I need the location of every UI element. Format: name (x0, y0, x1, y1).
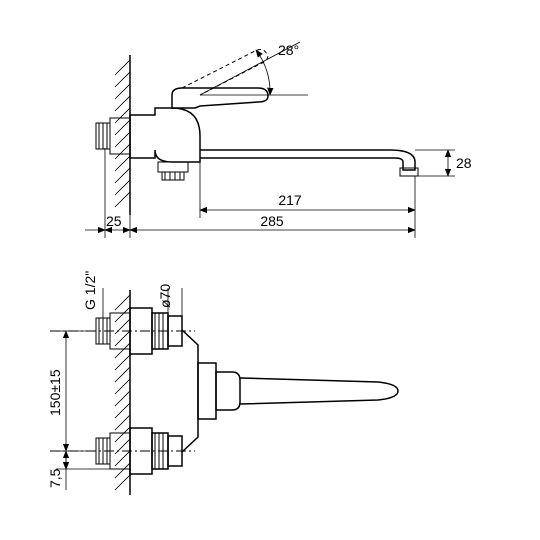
mixer-body-front (182, 330, 216, 452)
faucet-body-side (130, 108, 200, 180)
dim-217: 217 (200, 162, 415, 218)
dim-bottom-label: 7,5 (47, 468, 63, 488)
angle-label: 28° (278, 42, 299, 58)
wall-hatch-front (115, 295, 130, 490)
dim-thread-label: G 1/2" (82, 271, 98, 310)
dim-28-label: 28 (456, 155, 472, 171)
dim-25-label: 25 (106, 213, 122, 229)
wall-hatch-side (115, 60, 130, 207)
dim-centers: 150±15 (47, 331, 96, 451)
dim-diameter-label: ø70 (157, 284, 173, 308)
side-view: 28° 28 217 285 (85, 42, 472, 238)
dim-thread: G 1/2" (82, 271, 103, 318)
front-view: G 1/2" ø70 150±15 7,5 (47, 271, 398, 495)
lever-handle-side (172, 50, 268, 108)
spout-side (200, 150, 418, 176)
dim-centers-label: 150±15 (47, 369, 63, 416)
technical-drawing: 28° 28 217 285 (0, 0, 540, 540)
dim-diameter: ø70 (157, 284, 182, 330)
dim-28: 28 (415, 150, 472, 176)
angle-dimension: 28° (200, 42, 308, 95)
dim-25: 25 (85, 148, 130, 238)
dim-285: 285 (130, 213, 415, 238)
lever-handle-front (216, 372, 398, 410)
dim-bottom: 7,5 (47, 451, 110, 490)
dim-285-label: 285 (260, 213, 284, 229)
dim-217-label: 217 (278, 192, 302, 208)
